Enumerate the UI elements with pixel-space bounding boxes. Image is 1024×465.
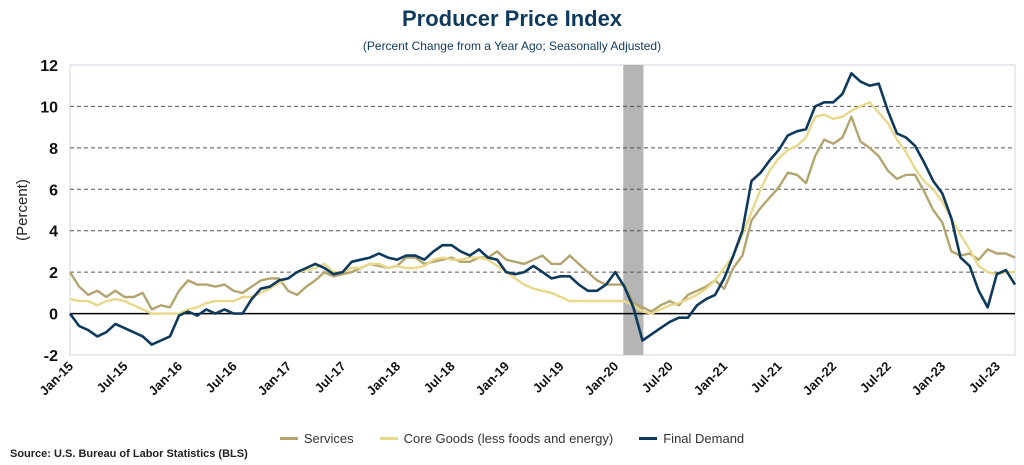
chart-title: Producer Price Index xyxy=(401,6,623,31)
legend-item-core-goods: Core Goods (less foods and energy) xyxy=(379,431,614,446)
chart-subtitle: (Percent Change from a Year Ago; Seasona… xyxy=(362,39,662,53)
x-tick-label: Jan-17 xyxy=(254,359,294,399)
legend-swatch-final-demand xyxy=(639,437,658,440)
x-tick-label: Jan-23 xyxy=(909,359,949,399)
y-tick-label: 2 xyxy=(49,265,58,282)
y-tick-label: 10 xyxy=(40,99,58,116)
legend-label-final-demand: Final Demand xyxy=(663,431,745,446)
series-line-services xyxy=(68,115,1016,313)
x-tick-label: Jul-19 xyxy=(530,359,567,396)
series-line-final-demand xyxy=(68,72,1017,346)
recession-band xyxy=(623,65,644,355)
x-tick-label: Jul-16 xyxy=(203,359,240,396)
legend-swatch-core-goods xyxy=(379,437,398,440)
legend: Services Core Goods (less foods and ener… xyxy=(0,431,1024,446)
legend-swatch-services xyxy=(279,437,298,440)
y-tick-label: 12 xyxy=(40,58,58,75)
x-tick-label: Jan-21 xyxy=(691,359,731,399)
legend-item-final-demand: Final Demand xyxy=(639,431,744,446)
x-tick-label: Jan-20 xyxy=(582,359,622,399)
y-tick-label: 4 xyxy=(49,224,58,241)
x-tick-label: Jul-22 xyxy=(857,359,894,396)
series-line-core-goods xyxy=(69,101,1015,315)
y-tick-label: 6 xyxy=(49,182,58,199)
x-tick-label: Jul-17 xyxy=(312,359,349,396)
x-tick-label: Jan-22 xyxy=(800,359,840,399)
x-tick-label: Jul-21 xyxy=(748,359,785,396)
legend-item-services: Services xyxy=(279,431,354,446)
source-note: Source: U.S. Bureau of Labor Statistics … xyxy=(10,448,248,460)
y-tick-label: 8 xyxy=(49,141,58,158)
x-tick-label: Jul-23 xyxy=(966,359,1003,396)
x-tick-label: Jul-18 xyxy=(421,359,458,396)
x-tick-label: Jan-18 xyxy=(363,359,403,399)
x-tick-label: Jan-16 xyxy=(145,359,185,399)
legend-label-services: Services xyxy=(303,431,354,446)
y-tick-label: -2 xyxy=(44,348,58,365)
x-tick-label: Jan-19 xyxy=(473,359,513,399)
x-tick-label: Jul-15 xyxy=(93,359,130,396)
plot-area xyxy=(69,64,1016,356)
x-tick-label: Jul-20 xyxy=(639,359,676,396)
legend-label-core-goods: Core Goods (less foods and energy) xyxy=(403,431,614,446)
y-axis-label: (Percent) xyxy=(14,179,31,241)
y-tick-label: 0 xyxy=(49,307,58,324)
